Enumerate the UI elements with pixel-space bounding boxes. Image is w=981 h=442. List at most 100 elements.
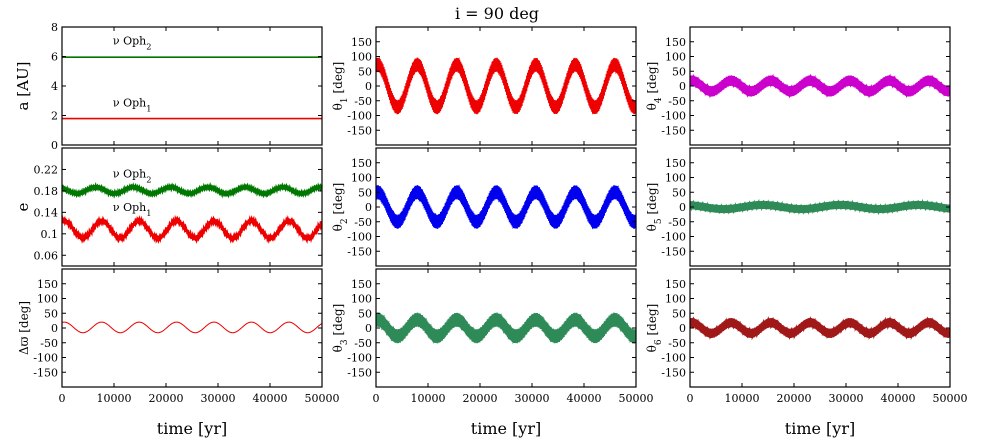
y-tick-label-t2: 50	[358, 186, 372, 199]
y-tick-label-dw: 150	[37, 278, 58, 291]
y-tick-label-dw: 0	[51, 322, 58, 335]
y-tick-label-t4: 0	[679, 80, 686, 93]
y-axis-label-t6: θ6 [deg]	[645, 304, 664, 353]
annotation-e-1: ν Oph1	[113, 201, 152, 218]
y-tick-label-t5: 50	[672, 186, 686, 199]
x-tick-label-t6: 10000	[725, 392, 760, 405]
y-tick-label-t6: 100	[665, 293, 686, 306]
y-axis-label-t4: θ4 [deg]	[645, 62, 664, 111]
y-tick-label-t6: 0	[679, 322, 686, 335]
y-tick-label-e: 0.18	[34, 185, 59, 198]
y-tick-label-dw: -150	[33, 366, 58, 379]
y-tick-label-t4: -150	[661, 124, 686, 137]
y-tick-label-t3: 50	[358, 307, 372, 320]
y-tick-label-t2: 150	[351, 157, 372, 170]
x-tick-label-t6: 50000	[933, 392, 968, 405]
figure-title: i = 90 deg	[455, 4, 539, 23]
y-tick-label-t4: -50	[668, 95, 686, 108]
y-tick-label-t6: -150	[661, 366, 686, 379]
y-tick-label-t3: 150	[351, 278, 372, 291]
y-tick-label-t4: -100	[661, 110, 686, 123]
y-tick-label-dw: 50	[44, 307, 58, 320]
y-tick-label-t3: 100	[351, 293, 372, 306]
y-tick-label-t1: 100	[351, 51, 372, 64]
x-tick-label-t6: 0	[687, 392, 694, 405]
series-t2-0	[376, 184, 636, 230]
y-tick-label-a: 2	[51, 110, 58, 123]
series-t5-0	[690, 198, 950, 216]
y-tick-label-t3: -150	[347, 366, 372, 379]
x-tick-label-t6: 20000	[777, 392, 812, 405]
x-tick-label-t3: 10000	[411, 392, 446, 405]
y-tick-label-t1: -100	[347, 110, 372, 123]
y-tick-label-e: 0.22	[34, 163, 59, 176]
y-tick-label-t5: -50	[668, 216, 686, 229]
y-axis-label-t3: θ3 [deg]	[331, 304, 350, 353]
y-tick-label-e: 0.1	[41, 228, 59, 241]
y-axis-label-t1: θ1 [deg]	[331, 62, 350, 111]
series-t3-0	[376, 312, 636, 345]
y-tick-label-dw: -50	[40, 337, 58, 350]
x-axis-label-right: time [yr]	[785, 419, 855, 438]
series-e-0	[62, 181, 322, 199]
x-axis-label-middle: time [yr]	[471, 419, 541, 438]
y-tick-label-t4: 150	[665, 36, 686, 49]
y-tick-label-t2: -50	[354, 216, 372, 229]
y-axis-label-t5: θ5 [deg]	[645, 183, 664, 232]
y-tick-label-dw: 100	[37, 293, 58, 306]
y-tick-label-t5: -100	[661, 231, 686, 244]
y-tick-label-t2: 100	[351, 172, 372, 185]
x-tick-label-dw: 20000	[149, 392, 184, 405]
annotation-e-0: ν Oph2	[113, 168, 152, 185]
y-tick-label-t1: -50	[354, 95, 372, 108]
x-tick-label-t3: 30000	[515, 392, 550, 405]
series-t4-0	[690, 73, 950, 99]
y-axis-label-a: a [AU]	[14, 62, 32, 111]
x-axis-label-left: time [yr]	[157, 419, 227, 438]
axes-frame-a	[61, 26, 323, 146]
y-tick-label-t5: -150	[661, 245, 686, 258]
y-tick-label-t5: 150	[665, 157, 686, 170]
annotation-a-1: ν Oph1	[113, 97, 152, 114]
y-tick-label-t2: 0	[365, 201, 372, 214]
annotation-a-0: ν Oph2	[113, 35, 152, 52]
y-tick-label-t4: 50	[672, 65, 686, 78]
x-tick-label-dw: 0	[59, 392, 66, 405]
y-tick-label-e: 0.06	[34, 249, 59, 262]
y-tick-label-t6: -100	[661, 352, 686, 365]
panel-a: 0 2 4 6 8 a [AU] ν Oph2 ν Oph1	[14, 21, 323, 152]
y-tick-label-t1: 0	[365, 80, 372, 93]
y-tick-label-t6: 150	[665, 278, 686, 291]
y-tick-label-a: 4	[51, 80, 58, 93]
y-axis-label-t2: θ2 [deg]	[331, 183, 350, 232]
y-tick-label-t2: -100	[347, 231, 372, 244]
series-t1-0	[376, 56, 636, 115]
y-tick-label-e: 0.14	[34, 206, 59, 219]
y-axis-label-dw: Δϖ [deg]	[17, 301, 31, 355]
y-tick-label-t3: 0	[365, 322, 372, 335]
y-tick-label-t1: 50	[358, 65, 372, 78]
x-tick-label-t3: 40000	[567, 392, 602, 405]
y-tick-label-t2: -150	[347, 245, 372, 258]
axes-frame-e	[61, 147, 323, 267]
y-tick-label-a: 8	[51, 21, 58, 34]
x-tick-label-dw: 10000	[97, 392, 132, 405]
series-e-1	[62, 214, 322, 245]
panel-e: 0.06 0.1 0.14 0.18 0.22 e ν Oph2 ν Oph1	[14, 147, 323, 267]
x-tick-label-t3: 20000	[463, 392, 498, 405]
y-tick-label-t5: 0	[679, 201, 686, 214]
y-tick-label-t4: 100	[665, 51, 686, 64]
y-tick-label-t3: -50	[354, 337, 372, 350]
series-t6-0	[690, 315, 950, 341]
y-tick-label-t1: -150	[347, 124, 372, 137]
y-tick-label-t6: 50	[672, 307, 686, 320]
